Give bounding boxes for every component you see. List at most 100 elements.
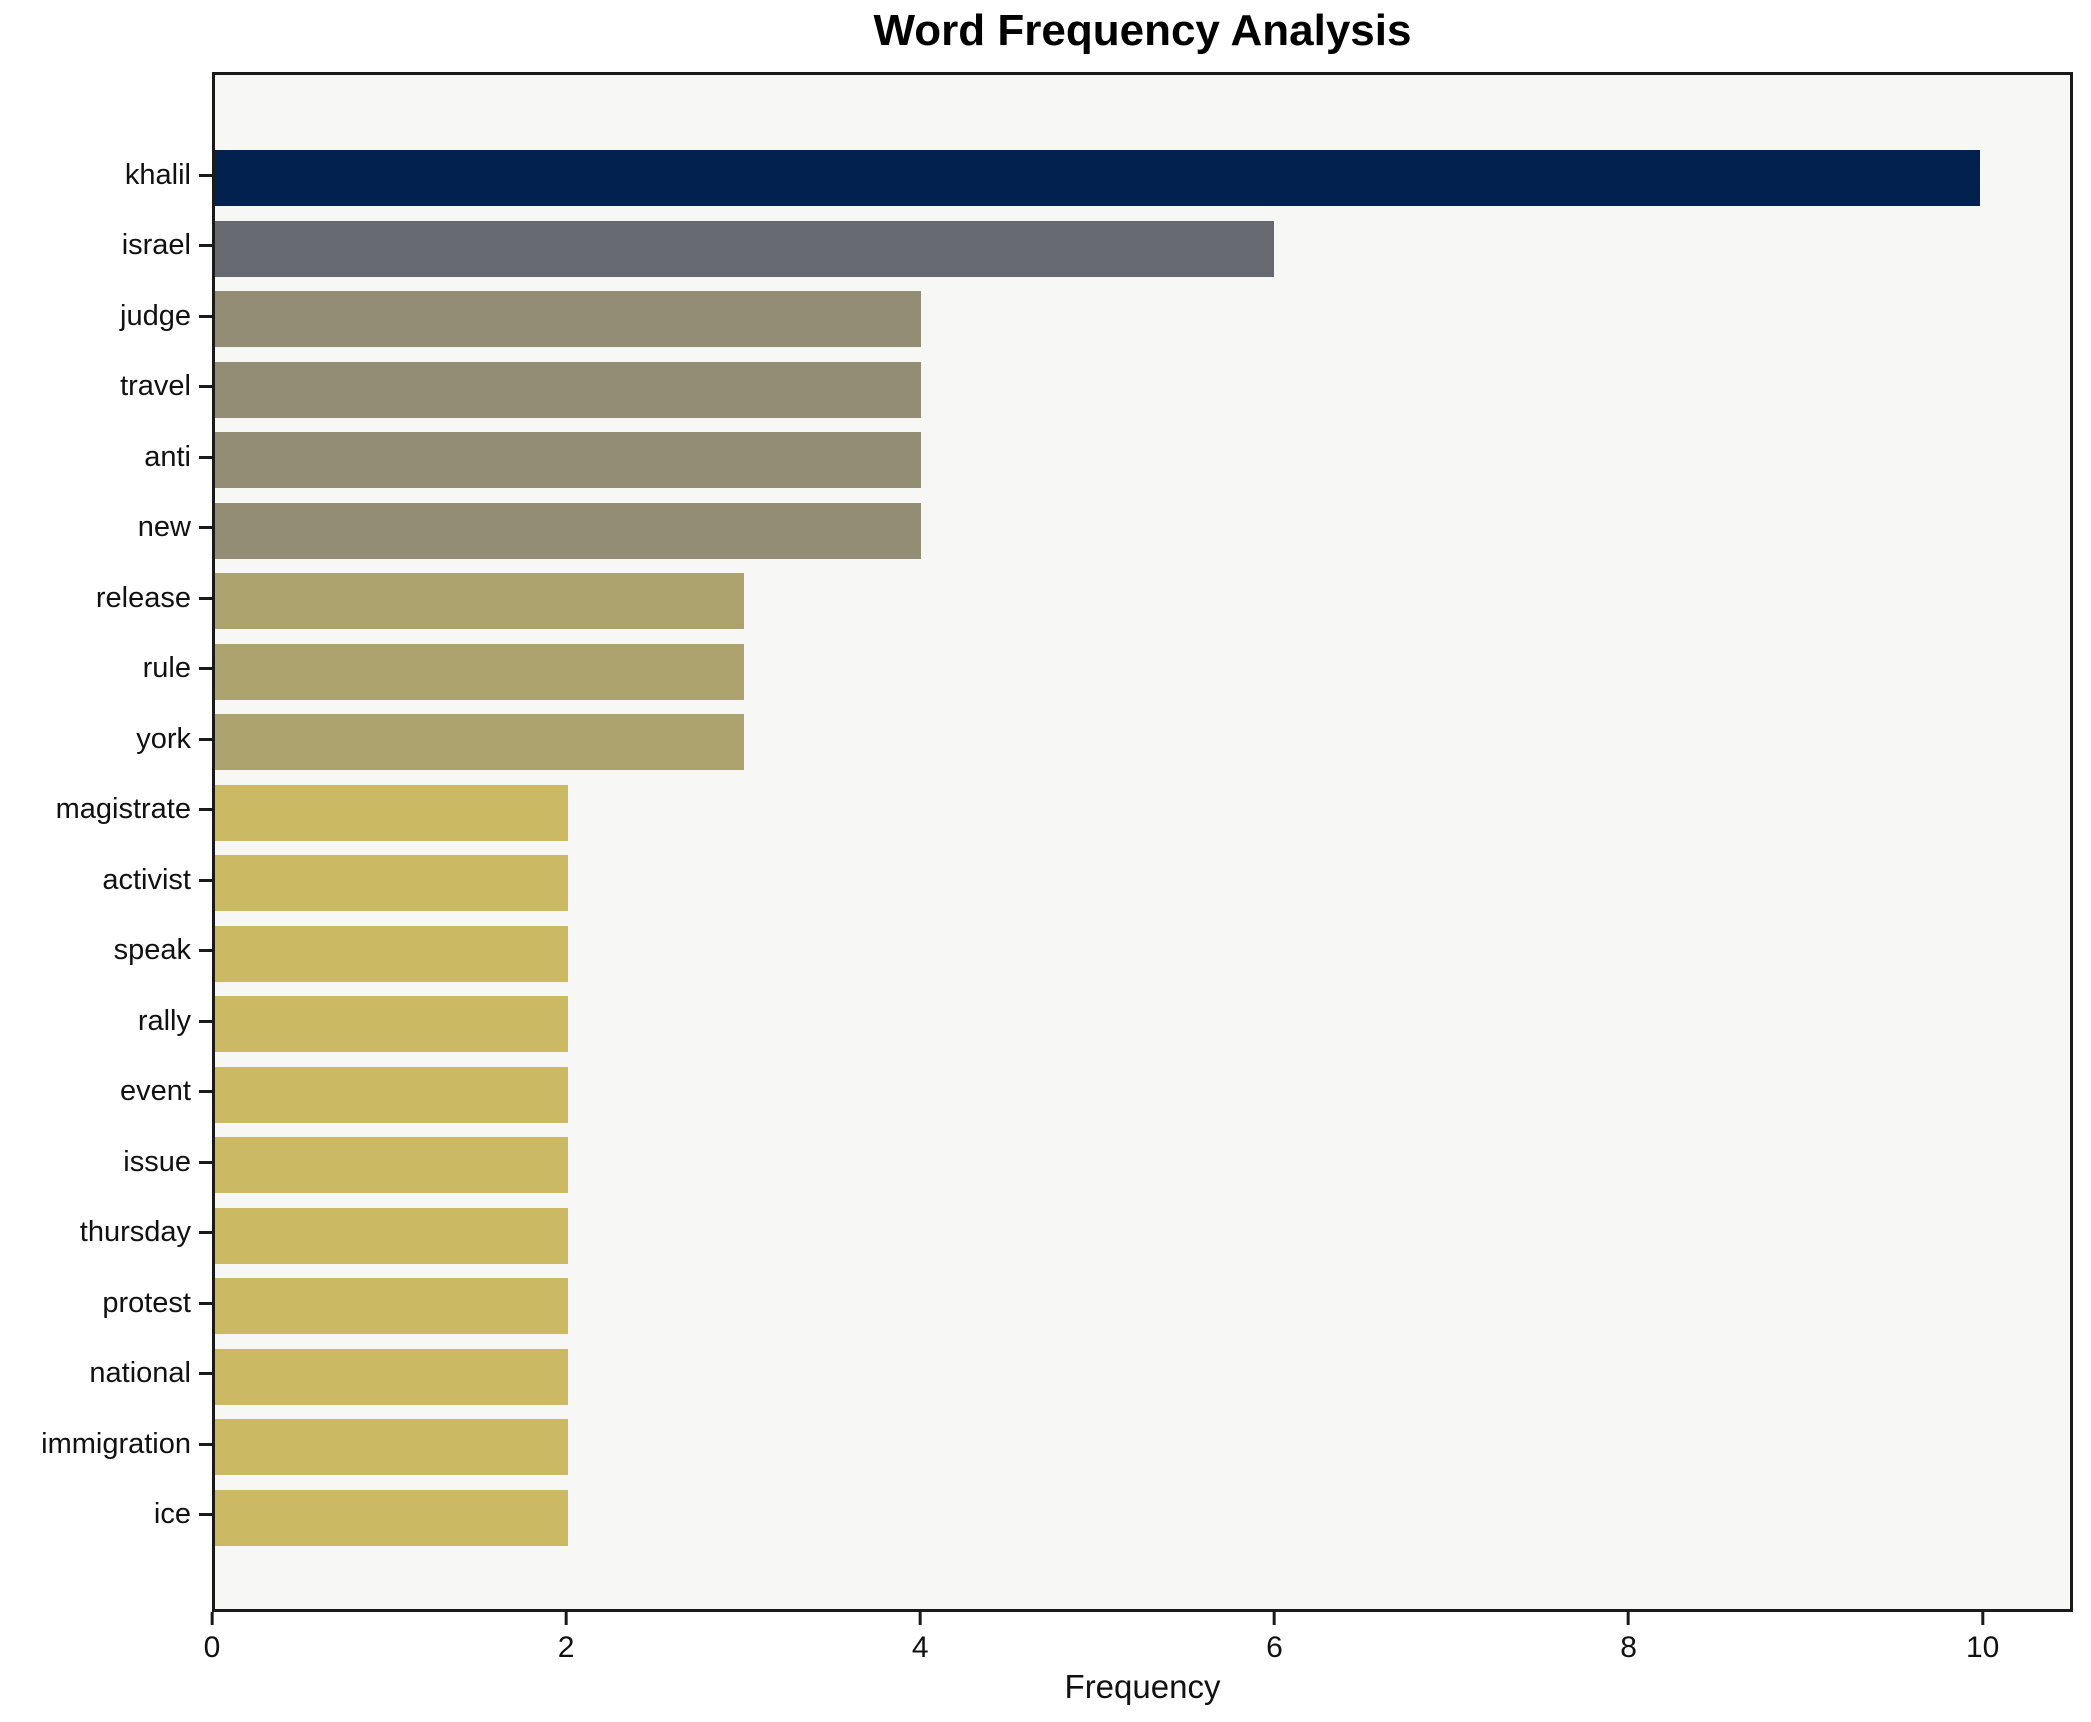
bar-row [215, 1271, 2070, 1342]
x-tick-label: 6 [1266, 1631, 1283, 1664]
x-tick-6: 6 [1266, 1612, 1283, 1665]
y-label-speak: speak [113, 934, 191, 967]
bar-row [215, 284, 2070, 355]
bar-row [215, 637, 2070, 708]
y-label-row: protest [0, 1268, 212, 1339]
plot-area [212, 72, 2073, 1612]
y-label-travel: travel [120, 370, 191, 403]
bar-row [215, 1483, 2070, 1554]
y-label-activist: activist [102, 863, 191, 896]
bar-row [215, 566, 2070, 637]
y-label-row: judge [0, 281, 212, 352]
y-tick-mark [199, 1442, 212, 1446]
y-label-immigration: immigration [41, 1427, 191, 1460]
bar-row [215, 707, 2070, 778]
y-label-row: rally [0, 986, 212, 1057]
y-tick-mark [199, 314, 212, 318]
y-tick-mark [199, 244, 212, 248]
x-tick-label: 0 [203, 1631, 221, 1664]
bar-immigration [215, 1419, 568, 1476]
y-label-event: event [120, 1075, 191, 1108]
y-tick-mark [199, 596, 212, 600]
bar-issue [215, 1137, 568, 1194]
y-label-row: ice [0, 1480, 212, 1551]
y-label-row: magistrate [0, 775, 212, 846]
bar-activist [215, 855, 568, 912]
y-tick-mark [199, 808, 212, 812]
x-tick-mark [1272, 1612, 1276, 1625]
bar-release [215, 573, 745, 630]
y-label-rally: rally [137, 1004, 191, 1037]
bar-ice [215, 1489, 568, 1546]
y-tick-mark [199, 949, 212, 953]
bar-thursday [215, 1207, 568, 1264]
y-label-row: york [0, 704, 212, 775]
y-tick-mark [199, 1301, 212, 1305]
y-label-row: anti [0, 422, 212, 493]
y-label-anti: anti [144, 440, 191, 473]
y-tick-mark [199, 455, 212, 459]
x-tick-10: 10 [1966, 1612, 1999, 1665]
y-label-row: event [0, 1057, 212, 1128]
x-tick-label: 10 [1966, 1631, 2000, 1664]
x-tick-mark [918, 1612, 922, 1625]
bar-judge [215, 291, 921, 348]
y-label-row: khalil [0, 140, 212, 211]
y-tick-mark [199, 385, 212, 389]
x-tick-mark [210, 1612, 214, 1625]
y-label-protest: protest [102, 1286, 191, 1319]
y-tick-mark [199, 1231, 212, 1235]
bar-row [215, 214, 2070, 285]
bar-york [215, 714, 745, 771]
x-tick-8: 8 [1620, 1612, 1637, 1665]
bar-row [215, 848, 2070, 919]
y-label-row: release [0, 563, 212, 634]
y-tick-mark [199, 526, 212, 530]
bar-speak [215, 925, 568, 982]
bar-rule [215, 643, 745, 700]
y-label-row: rule [0, 634, 212, 705]
bar-rally [215, 996, 568, 1053]
bar-new [215, 502, 921, 559]
x-tick-4: 4 [912, 1612, 929, 1665]
x-axis-label: Frequency [1064, 1668, 1221, 1705]
bar-anti [215, 432, 921, 489]
x-tick-mark [1981, 1612, 1985, 1625]
y-label-row: national [0, 1339, 212, 1410]
bar-row [215, 496, 2070, 567]
y-label-thursday: thursday [79, 1216, 191, 1249]
y-tick-mark [199, 173, 212, 177]
bar-khalil [215, 150, 1980, 207]
y-label-row: travel [0, 352, 212, 423]
bar-row [215, 919, 2070, 990]
x-tick-mark [1627, 1612, 1631, 1625]
y-axis-labels: khalil israel judge travel anti new release rul… [0, 72, 212, 1680]
x-tick-label: 2 [557, 1631, 575, 1664]
y-label-release: release [95, 581, 191, 614]
y-label-york: york [136, 722, 191, 755]
y-label-row: speak [0, 916, 212, 987]
y-tick-mark [199, 1372, 212, 1376]
bar-row [215, 1412, 2070, 1483]
x-tick-0: 0 [203, 1612, 221, 1665]
x-axis: 0 2 4 6 8 10 [204, 1612, 2073, 1682]
bar-travel [215, 361, 921, 418]
y-label-judge: judge [120, 299, 191, 332]
bar-row [215, 1130, 2070, 1201]
x-tick-2: 2 [557, 1612, 575, 1665]
y-label-row: issue [0, 1127, 212, 1198]
bar-row [215, 989, 2070, 1060]
y-label-new: new [137, 511, 191, 544]
bar-row [215, 1060, 2070, 1131]
bar-row [215, 1201, 2070, 1272]
y-label-ice: ice [153, 1498, 191, 1531]
bar-row [215, 143, 2070, 214]
y-tick-mark [199, 1090, 212, 1094]
y-label-magistrate: magistrate [55, 793, 191, 826]
y-label-israel: israel [121, 229, 191, 262]
x-tick-label: 8 [1620, 1631, 1637, 1664]
bar-national [215, 1348, 568, 1405]
bar-row [215, 1342, 2070, 1413]
y-label-row: activist [0, 845, 212, 916]
